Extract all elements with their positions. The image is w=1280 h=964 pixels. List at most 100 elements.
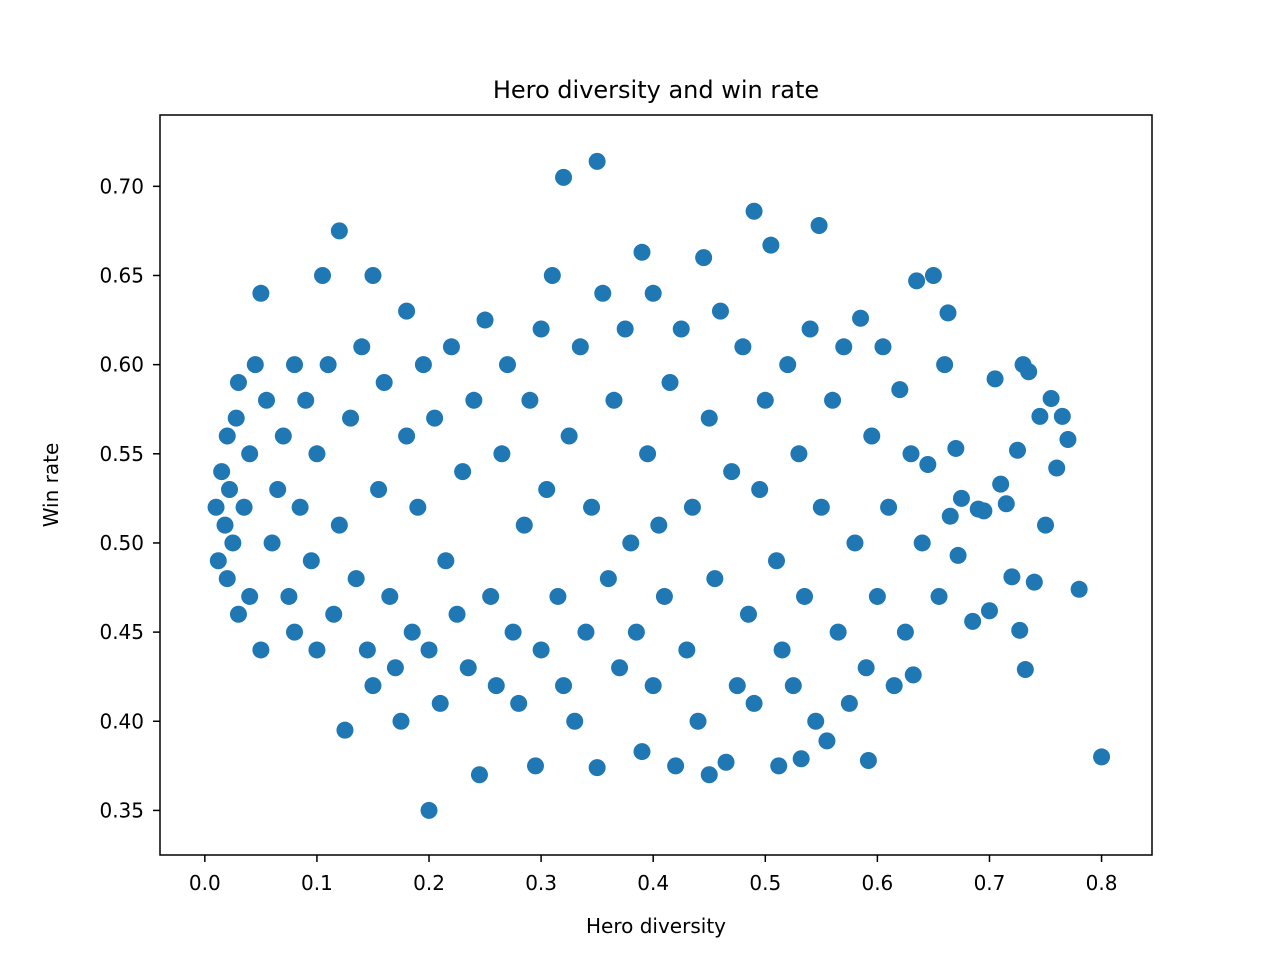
x-tick-label: 0.8 [1086,871,1118,895]
data-point [218,427,236,445]
data-point [448,605,466,623]
data-point [538,480,556,498]
data-point [291,498,309,516]
data-point [392,712,410,730]
data-point [616,320,634,338]
data-point [824,391,842,409]
data-point [896,623,914,641]
data-point [1016,661,1034,679]
data-point [627,623,645,641]
data-point [650,516,668,534]
data-point [868,587,886,605]
data-point [678,641,696,659]
data-point [221,480,238,498]
data-point [246,356,264,374]
data-point [1042,390,1060,408]
data-point [286,623,304,641]
data-point [227,409,245,427]
data-point [370,480,388,498]
data-point [347,570,365,588]
data-point [336,721,354,739]
data-point [792,750,810,768]
x-tick-label: 0.7 [974,871,1006,895]
data-point [308,641,326,659]
data-point [947,439,965,457]
y-tick-label: 0.40 [99,709,144,733]
data-point [1025,573,1043,591]
y-tick-label: 0.50 [99,531,144,555]
data-point [655,587,673,605]
data-point [325,605,343,623]
data-point [504,623,522,641]
data-point [498,356,516,374]
data-points [207,152,1111,819]
data-point [241,445,259,463]
data-point [1048,459,1066,477]
data-point [784,677,802,695]
data-point [532,320,550,338]
data-point [269,480,287,498]
data-point [723,463,741,481]
data-point [986,370,1004,388]
data-point [706,570,724,588]
y-tick-label: 0.70 [99,174,144,198]
data-point [218,570,236,588]
data-point [728,677,746,695]
data-point [695,249,713,267]
data-point [857,659,875,677]
data-point [286,356,304,374]
data-point [235,498,253,516]
x-tick-label: 0.4 [637,871,669,895]
data-point [941,507,959,525]
y-tick-label: 0.65 [99,263,144,287]
data-point [330,222,348,240]
data-point [751,480,769,498]
data-point [812,498,830,516]
data-point [409,498,427,516]
data-point [904,666,922,684]
data-point [224,534,242,552]
data-point [470,766,488,784]
data-point [1093,748,1111,766]
data-point [1070,580,1088,598]
data-point [919,455,937,473]
data-point [493,445,511,463]
data-point [1037,516,1055,534]
data-point [571,338,589,356]
data-point [644,677,662,695]
data-point [482,587,500,605]
data-point [700,766,718,784]
data-point [840,694,858,712]
x-axis: 0.0 0.1 0.2 0.3 0.4 0.5 0.6 0.7 0.8 [189,855,1118,895]
data-point [689,712,707,730]
data-point [773,641,791,659]
data-point [437,552,455,570]
data-point [846,534,864,552]
data-point [964,612,982,630]
data-point [209,552,227,570]
data-point [280,587,298,605]
data-point [229,605,247,623]
data-point [594,284,612,302]
data-point [560,427,578,445]
plot-frame [159,114,1153,856]
data-point [527,757,544,775]
chart-title: Hero diversity and win rate [493,76,819,104]
data-point [532,641,550,659]
data-point [257,391,275,409]
data-point [829,623,847,641]
data-point [274,427,292,445]
data-point [717,753,735,771]
data-point [515,516,533,534]
x-tick-label: 0.5 [749,871,781,895]
data-point [555,168,573,186]
data-point [588,759,606,777]
data-point [314,266,332,284]
data-point [644,284,662,302]
data-point [588,152,606,170]
data-point [319,356,337,374]
data-point [252,641,270,659]
data-point [216,516,234,534]
data-point [818,732,836,750]
